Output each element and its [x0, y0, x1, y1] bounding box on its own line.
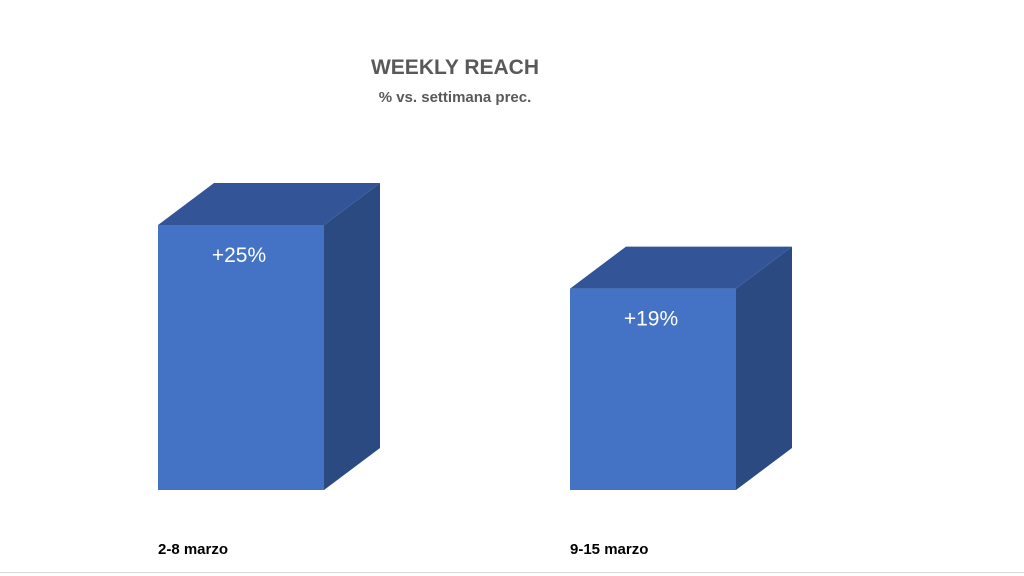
bar-side-face [324, 183, 380, 490]
bar-2-8-marzo: +25% [158, 183, 380, 490]
chart-subtitle: % vs. settimana prec. [378, 89, 532, 106]
bar-front-face [158, 225, 324, 490]
data-label: +19% [624, 308, 678, 331]
chart-title: WEEKLY REACH [370, 56, 540, 79]
bar-side-face [736, 246, 792, 490]
category-label: 9-15 marzo [570, 541, 648, 558]
category-label: 2-8 marzo [158, 541, 228, 558]
bar-top-face [158, 183, 380, 225]
data-label: +25% [212, 244, 266, 267]
divider [0, 572, 1024, 573]
bar-front-face [570, 288, 736, 490]
bar-9-15-marzo: +19% [570, 246, 792, 490]
bar-top-face [570, 246, 792, 289]
